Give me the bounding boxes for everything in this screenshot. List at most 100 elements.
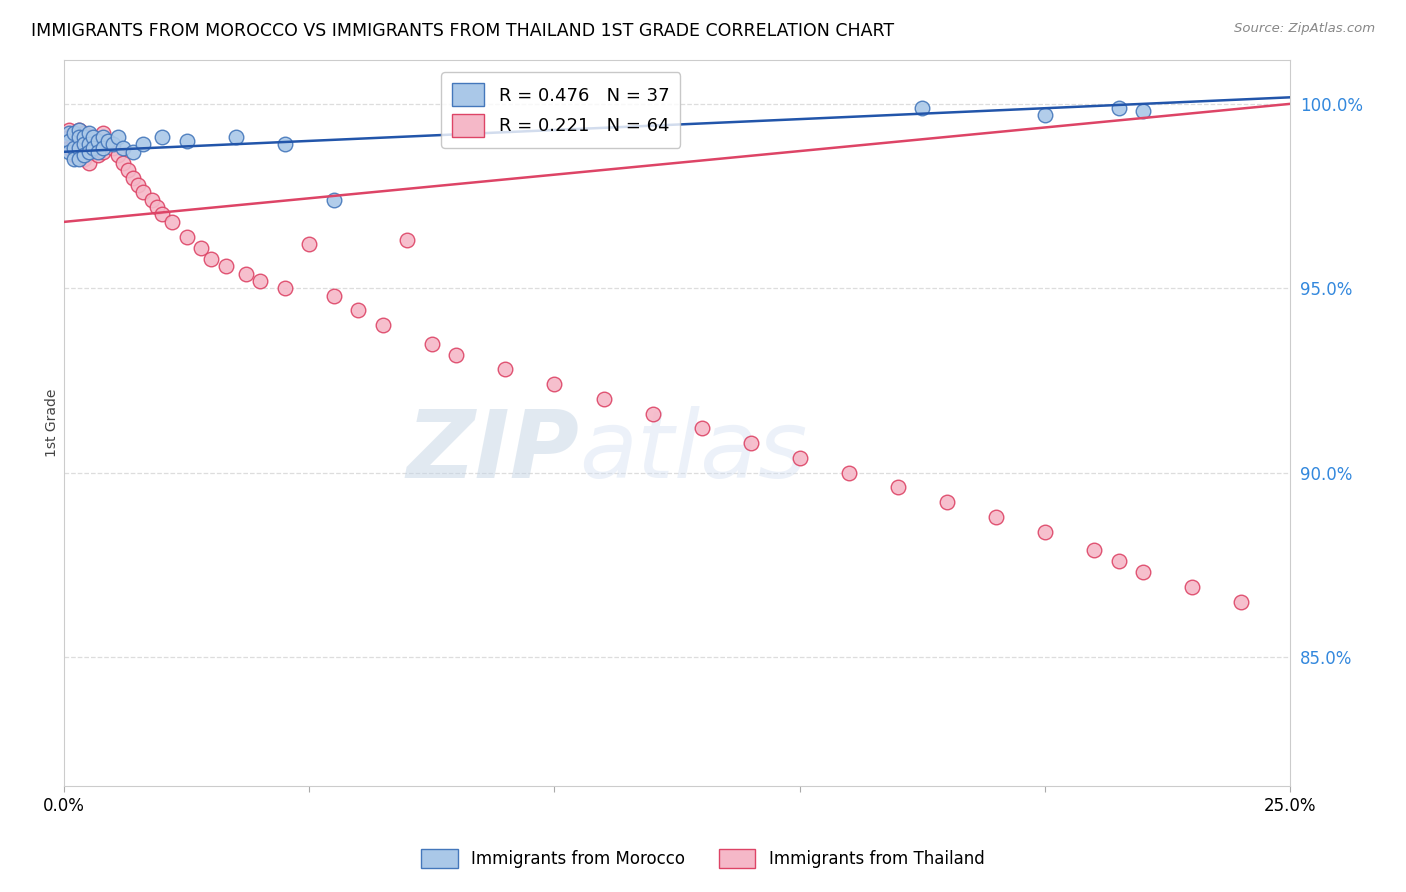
Point [87, 134, 110, 148]
Point [91, 127, 114, 141]
Point [1033, 108, 1056, 122]
Point [190, 241, 212, 255]
Point [371, 318, 394, 333]
Point [347, 303, 370, 318]
Point [127, 178, 149, 192]
Point [63, 152, 86, 166]
Point [984, 510, 1007, 524]
Point [150, 207, 173, 221]
Point [58, 130, 80, 145]
Point [63, 148, 86, 162]
Point [63, 141, 86, 155]
Point [1132, 566, 1154, 580]
Point [58, 127, 80, 141]
Point [150, 130, 173, 145]
Point [67, 152, 90, 166]
Point [121, 145, 143, 159]
Point [77, 127, 100, 141]
Point [131, 137, 153, 152]
Point [77, 145, 100, 159]
Text: ZIP: ZIP [406, 406, 579, 498]
Point [67, 145, 90, 159]
Point [58, 141, 80, 155]
Point [67, 130, 90, 145]
Point [87, 134, 110, 148]
Point [73, 127, 96, 141]
Point [111, 141, 134, 155]
Point [73, 152, 96, 166]
Legend: R = 0.476   N = 37, R = 0.221   N = 64: R = 0.476 N = 37, R = 0.221 N = 64 [441, 72, 681, 147]
Point [249, 274, 271, 288]
Point [274, 281, 297, 295]
Point [117, 163, 139, 178]
Point [215, 259, 238, 273]
Point [63, 127, 86, 141]
Point [77, 156, 100, 170]
Point [935, 495, 957, 509]
Point [58, 145, 80, 159]
Point [160, 215, 183, 229]
Point [396, 233, 419, 247]
Point [740, 436, 762, 450]
Point [322, 288, 344, 302]
Point [77, 130, 100, 145]
Point [91, 145, 114, 159]
Point [322, 193, 344, 207]
Point [641, 407, 664, 421]
Point [58, 134, 80, 148]
Point [789, 450, 811, 465]
Point [200, 252, 222, 266]
Point [176, 134, 198, 148]
Point [82, 130, 104, 145]
Point [73, 137, 96, 152]
Point [73, 137, 96, 152]
Point [1033, 524, 1056, 539]
Point [446, 348, 468, 362]
Point [82, 141, 104, 155]
Point [1108, 101, 1130, 115]
Point [97, 137, 120, 152]
Point [1108, 554, 1130, 568]
Point [1132, 104, 1154, 119]
Point [298, 237, 321, 252]
Point [67, 141, 90, 155]
Point [63, 137, 86, 152]
Point [494, 362, 516, 376]
Point [1181, 580, 1204, 594]
Point [690, 421, 713, 435]
Point [87, 145, 110, 159]
Point [176, 229, 198, 244]
Point [838, 466, 860, 480]
Point [97, 134, 120, 148]
Text: Source: ZipAtlas.com: Source: ZipAtlas.com [1234, 22, 1375, 36]
Point [82, 145, 104, 159]
Point [87, 148, 110, 162]
Point [101, 141, 124, 155]
Point [107, 130, 129, 145]
Point [225, 130, 247, 145]
Point [911, 101, 934, 115]
Point [121, 170, 143, 185]
Point [63, 127, 86, 141]
Point [67, 134, 90, 148]
Point [73, 148, 96, 162]
Legend: Immigrants from Morocco, Immigrants from Thailand: Immigrants from Morocco, Immigrants from… [415, 842, 991, 875]
Text: atlas: atlas [579, 407, 807, 498]
Point [77, 141, 100, 155]
Point [543, 377, 565, 392]
Point [107, 148, 129, 162]
Point [58, 122, 80, 136]
Y-axis label: 1st Grade: 1st Grade [45, 389, 59, 457]
Point [141, 193, 163, 207]
Point [131, 186, 153, 200]
Point [101, 137, 124, 152]
Point [67, 122, 90, 136]
Point [73, 130, 96, 145]
Point [91, 141, 114, 155]
Point [91, 130, 114, 145]
Point [77, 137, 100, 152]
Point [67, 122, 90, 136]
Point [420, 336, 443, 351]
Text: IMMIGRANTS FROM MOROCCO VS IMMIGRANTS FROM THAILAND 1ST GRADE CORRELATION CHART: IMMIGRANTS FROM MOROCCO VS IMMIGRANTS FR… [31, 22, 894, 40]
Point [82, 130, 104, 145]
